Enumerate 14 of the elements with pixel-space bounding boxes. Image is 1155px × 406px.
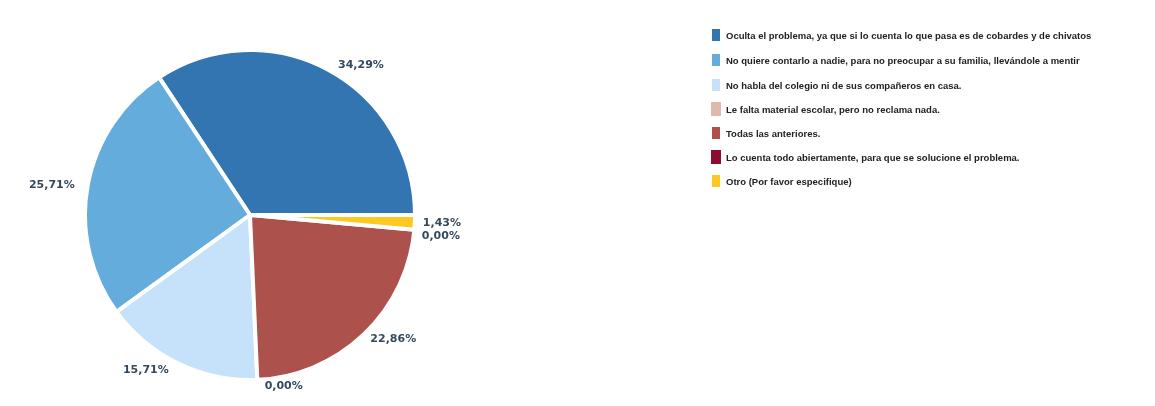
- data-label: 15,71%: [122, 362, 169, 376]
- legend-label: Oculta el problema, ya que si lo cuenta lo que pasa es de cobardes y de chivatos: [726, 29, 1092, 41]
- legend-label: Otro (Por favor especifique): [726, 175, 852, 187]
- data-label: 1,43%: [422, 216, 461, 230]
- data-label: 22,86%: [370, 332, 417, 346]
- text: 0,00%: [421, 229, 460, 243]
- legend-label: No habla del colegio ni de sus compañeros en casa.: [726, 79, 962, 91]
- text: 0,00%: [264, 379, 303, 393]
- legend-label: Todas las anteriores.: [726, 127, 821, 139]
- data-label: 25,71%: [28, 177, 75, 191]
- legend-label: Lo cuenta todo abiertamente, para que se solucione el problema.: [726, 151, 1020, 163]
- legend-label: Le falta material escolar, pero no reclama nada.: [726, 103, 940, 115]
- data-label: 34,29%: [338, 57, 384, 71]
- legend-label: No quiere contarlo a nadie, para no preocupar a su familia, llevándole a mentir: [726, 54, 1081, 66]
